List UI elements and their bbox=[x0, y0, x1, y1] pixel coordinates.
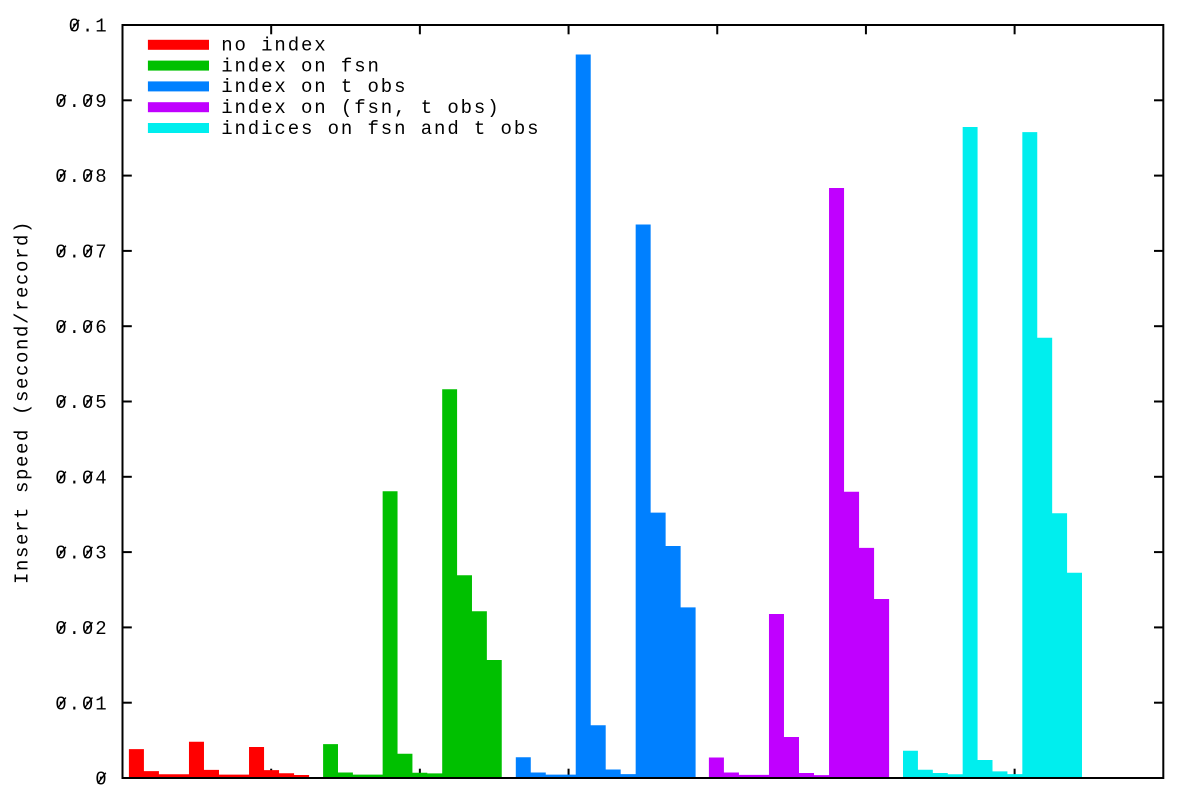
svg-text:0.02: 0.02 bbox=[55, 618, 108, 640]
svg-text:index on (fsn, t obs): index on (fsn, t obs) bbox=[221, 97, 500, 119]
svg-text:index on t obs: index on t obs bbox=[221, 76, 407, 98]
svg-text:Insert speed (second/record): Insert speed (second/record) bbox=[12, 220, 34, 584]
svg-text:0.03: 0.03 bbox=[55, 543, 108, 565]
svg-text:0.06: 0.06 bbox=[55, 317, 108, 339]
svg-text:0.09: 0.09 bbox=[55, 91, 108, 113]
svg-text:no index: no index bbox=[221, 35, 327, 57]
svg-text:0.07: 0.07 bbox=[55, 242, 108, 264]
svg-text:0: 0 bbox=[95, 769, 108, 791]
svg-text:0.08: 0.08 bbox=[55, 166, 108, 188]
svg-text:indices on fsn and t obs: indices on fsn and t obs bbox=[221, 118, 540, 140]
svg-text:index on fsn: index on fsn bbox=[221, 55, 381, 77]
svg-text:0.04: 0.04 bbox=[55, 467, 108, 489]
svg-text:0.01: 0.01 bbox=[55, 693, 108, 715]
svg-text:0.05: 0.05 bbox=[55, 392, 108, 414]
